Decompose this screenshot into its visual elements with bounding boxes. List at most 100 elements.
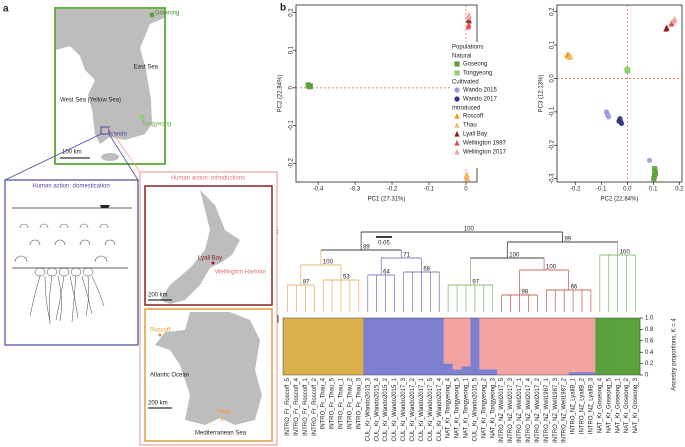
legend-label: Roscoff	[463, 114, 484, 120]
bar-segment	[506, 318, 516, 375]
bar-segment	[488, 369, 498, 375]
map-label: Wellington Harbour	[215, 270, 266, 276]
plots: -0.4 -0.3 -0.2 -0.1 0 -0.2 -0.1 0 0.1 0.2 PC1 (27.…	[278, 4, 684, 443]
y-tick-label: 0.2	[645, 361, 654, 367]
legend-title: Populations	[452, 45, 483, 51]
x-tick-label: CUL_Kr_Wando2017_2	[410, 377, 416, 441]
bar-segment	[523, 318, 534, 375]
bar-segment	[559, 318, 569, 375]
map-label: Thau	[217, 410, 231, 416]
bar-segment	[425, 318, 436, 375]
land	[160, 190, 240, 304]
bar-segment	[631, 318, 641, 375]
support-label: 100	[464, 227, 475, 233]
x-tick-label: INTRO_Fr_Thau_4	[321, 377, 327, 429]
point	[464, 171, 470, 178]
bar-segment	[604, 318, 614, 375]
point	[646, 157, 653, 163]
site-box	[100, 126, 110, 135]
support-label: 98	[522, 290, 529, 296]
support-label: 100	[323, 260, 334, 266]
x-tick-label: INTRO_Fr_Thau_3	[356, 377, 362, 429]
point	[454, 87, 460, 93]
y-tick-label: 0.1	[550, 40, 556, 49]
scale-label: 100 km	[62, 150, 82, 156]
bar-segment	[390, 318, 400, 375]
kelp	[29, 267, 105, 325]
x-axis-label: PC1 (27.31%)	[368, 197, 406, 203]
support-label: 97	[472, 280, 479, 286]
y-tick-label: 0	[645, 373, 649, 379]
y-axis-label: PC3 (12.13%)	[539, 75, 545, 113]
bar-segment	[381, 318, 391, 375]
point	[671, 17, 677, 23]
bar-segment	[363, 318, 373, 375]
map-label: West Sea (Yellow Sea)	[60, 98, 121, 104]
point	[566, 54, 573, 61]
map-label: Lyall Bay	[198, 256, 222, 262]
plot-frame	[295, 4, 478, 183]
panel-frame	[4, 179, 139, 346]
map-label: East Sea	[134, 65, 159, 71]
legend-box	[450, 42, 536, 168]
x-tick-label: 0.1	[649, 187, 658, 193]
y-tick-label: 0.0	[550, 74, 556, 83]
support-label: 66	[571, 285, 578, 291]
point	[454, 121, 460, 128]
point	[454, 96, 460, 102]
x-tick-label: CUL_Kr_Wando2015_1	[392, 377, 398, 441]
x-tick-label: INTRO_NZ_LyallB_3	[588, 377, 594, 434]
support-label: 71	[403, 253, 410, 259]
map-label: Tongyeong	[142, 122, 171, 128]
bar-segment	[577, 372, 587, 375]
point	[465, 23, 471, 30]
bar-segment	[407, 318, 418, 375]
x-tick-label: CUL_Kr_Wando2015_5	[472, 377, 478, 441]
support-label: 100	[546, 265, 557, 271]
map-label: Wando	[108, 132, 127, 138]
point	[454, 148, 460, 155]
bar-segment	[622, 318, 632, 375]
bar-segment	[452, 369, 462, 375]
plot-frame	[556, 4, 683, 183]
legend-group: Introduced	[452, 106, 480, 112]
y-tick-label: -0.2	[289, 157, 295, 168]
bar-segment	[443, 363, 453, 375]
bar-segment	[443, 318, 453, 364]
y-tick-label: 0	[289, 86, 295, 90]
bar-segment	[309, 318, 319, 375]
y-tick-label: -0.1	[289, 120, 295, 131]
x-tick-label: NAT_Kr_Tongyeong_2	[481, 377, 487, 438]
x-tick-label: INTRO_Fr_Thau_2	[348, 377, 354, 429]
x-tick-label: INTRO_Fr_Roscoff_2	[312, 377, 318, 436]
y-tick-label: 0.2	[289, 8, 295, 17]
point	[663, 25, 669, 32]
x-tick-label: CUL_Kr_Wando2017_5	[428, 377, 434, 441]
bar-segment	[283, 318, 293, 375]
point	[454, 70, 460, 76]
y-tick-label: -0.2	[550, 139, 556, 150]
point	[454, 130, 460, 137]
x-tick-label: NAT_Kr_Tongyeong_1	[464, 377, 470, 438]
x-tick-label: INTRO_NZ_Well2017_2	[535, 377, 541, 443]
point	[464, 173, 470, 180]
bar-segment	[372, 318, 382, 375]
bar-segment	[541, 318, 552, 375]
y-tick-label: 1.0	[645, 316, 654, 322]
bar-segment	[479, 318, 489, 370]
x-tick-label: -0.2	[570, 187, 581, 193]
bar-segment	[318, 318, 328, 375]
support-label: 100	[620, 250, 631, 256]
bar-segment	[461, 318, 471, 367]
x-tick-label: NAT_Kr_Goseong_1	[615, 377, 621, 433]
x-tick-label: INTRO_Fr_Roscoff_4	[294, 377, 300, 436]
x-tick-label: NAT_Kr_Goseong_3	[633, 377, 639, 433]
x-tick-label: INTRO_NZ_Well1987_2	[562, 377, 568, 443]
site	[149, 12, 155, 18]
y-tick-label: 0.8	[645, 327, 654, 333]
x-tick-label: 0.0	[623, 187, 632, 193]
scale-label: 200 km	[148, 401, 168, 407]
map-label: Atlantic Ocean	[150, 373, 189, 379]
panel-title: Human action: domestication	[32, 184, 109, 190]
